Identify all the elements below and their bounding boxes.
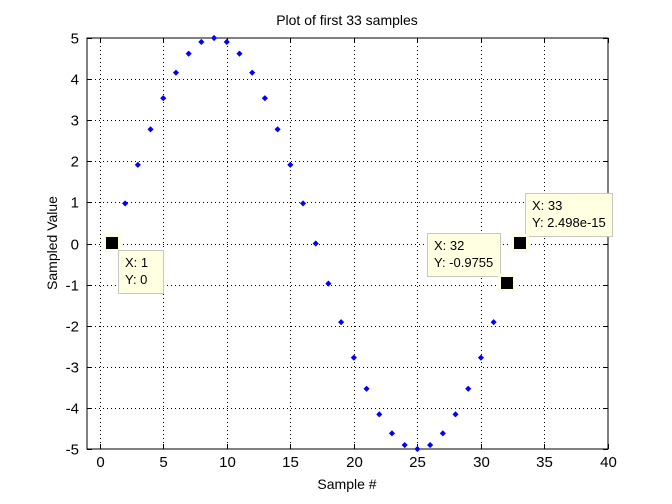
datatip-3-y: Y: 2.498e-15 bbox=[532, 215, 606, 230]
data-point bbox=[465, 385, 472, 392]
datatip-1[interactable]: X: 1 Y: 0 bbox=[118, 250, 164, 294]
y-tick-label: -1 bbox=[66, 278, 79, 295]
data-point bbox=[299, 200, 307, 207]
data-point bbox=[172, 69, 180, 76]
data-point bbox=[490, 319, 497, 326]
y-tick-label: 0 bbox=[71, 237, 79, 254]
x-tick-label: 10 bbox=[219, 454, 236, 471]
data-point bbox=[401, 441, 408, 449]
data-point bbox=[198, 38, 205, 46]
datatip-3-x: X: 33 bbox=[532, 198, 563, 213]
data-point bbox=[338, 319, 345, 326]
data-point bbox=[477, 354, 484, 361]
data-point bbox=[414, 445, 421, 453]
data-point bbox=[134, 161, 141, 168]
data-point bbox=[147, 126, 154, 133]
axis-ticks: 0 5 10 15 20 25 30 35 40 -5 -4 -3 -2 -1 0 1 2 3 4 5 bbox=[66, 31, 617, 472]
x-tick-label: 35 bbox=[536, 454, 553, 471]
datatip-2[interactable]: X: 32 Y: -0.9755 bbox=[427, 233, 501, 277]
data-point bbox=[261, 95, 268, 102]
x-axis-label: Sample # bbox=[317, 476, 376, 492]
x-tick-label: 5 bbox=[159, 454, 167, 471]
data-point bbox=[236, 50, 243, 57]
datatip-marker-2[interactable] bbox=[498, 274, 516, 292]
datatip-marker-3[interactable] bbox=[511, 234, 529, 252]
data-point bbox=[452, 411, 459, 418]
data-point bbox=[376, 411, 383, 418]
data-point bbox=[223, 38, 230, 46]
datatip-3[interactable]: X: 33 Y: 2.498e-15 bbox=[525, 193, 613, 237]
data-point bbox=[211, 34, 218, 42]
data-point bbox=[185, 50, 192, 57]
y-tick-label: -5 bbox=[66, 442, 79, 459]
data-point bbox=[312, 240, 319, 247]
datatip-2-x: X: 32 bbox=[434, 238, 465, 253]
grid-lines bbox=[87, 38, 608, 449]
plot-area-frame bbox=[86, 37, 609, 450]
data-point bbox=[274, 126, 281, 133]
y-tick-label: -4 bbox=[66, 401, 79, 418]
data-point bbox=[325, 280, 332, 287]
datatip-1-y: Y: 0 bbox=[125, 272, 148, 287]
datatip-2-y: Y: -0.9755 bbox=[434, 255, 494, 270]
y-tick-label: 4 bbox=[71, 72, 79, 89]
data-point bbox=[363, 385, 370, 392]
y-tick-label: 5 bbox=[71, 31, 79, 48]
y-tick-label: 2 bbox=[71, 154, 79, 171]
data-point bbox=[287, 161, 294, 168]
x-tick-label: 25 bbox=[409, 454, 426, 471]
x-tick-label: 30 bbox=[473, 454, 490, 471]
chart-title: Plot of first 33 samples bbox=[276, 12, 418, 28]
data-point bbox=[439, 430, 446, 437]
data-point bbox=[249, 69, 256, 76]
y-tick-label: -3 bbox=[66, 360, 79, 377]
data-point bbox=[388, 430, 396, 437]
data-point bbox=[122, 200, 129, 207]
y-axis-label: Sampled Value bbox=[44, 196, 60, 290]
y-tick-label: 3 bbox=[71, 113, 79, 130]
x-tick-label: 20 bbox=[346, 454, 363, 471]
data-point bbox=[427, 441, 434, 449]
data-point bbox=[350, 354, 357, 361]
y-tick-label: -2 bbox=[66, 319, 79, 336]
datatip-marker-1[interactable] bbox=[103, 234, 121, 252]
x-tick-label: 15 bbox=[282, 454, 299, 471]
datatip-1-x: X: 1 bbox=[125, 255, 149, 270]
y-tick-label: 1 bbox=[71, 195, 79, 212]
x-tick-label: 40 bbox=[600, 454, 617, 471]
data-point bbox=[160, 95, 167, 102]
x-tick-label: 0 bbox=[96, 454, 104, 471]
